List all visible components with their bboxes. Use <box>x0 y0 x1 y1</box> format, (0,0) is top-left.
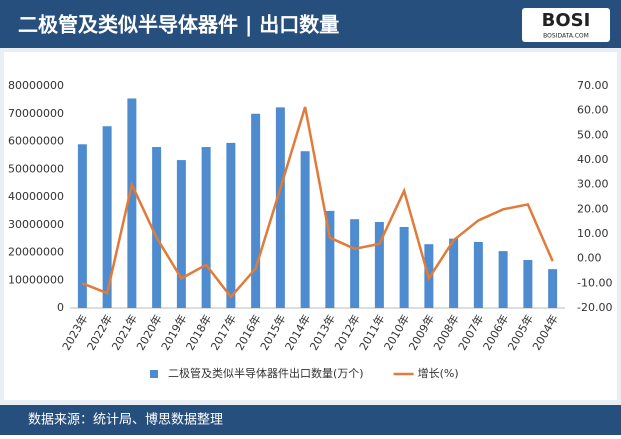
footer <box>0 405 621 435</box>
y2-tick-label: -10.00 <box>577 276 612 289</box>
y2-tick-label: 0.00 <box>577 252 602 265</box>
bar <box>498 251 508 308</box>
bar <box>449 238 459 308</box>
y2-tick-label: 70.00 <box>577 79 609 92</box>
bar <box>176 160 186 308</box>
logo: BOSI <box>542 10 591 31</box>
y-tick-label: 0 <box>57 301 64 314</box>
y2-tick-label: 40.00 <box>577 153 609 166</box>
header <box>0 0 621 48</box>
bar <box>127 98 137 308</box>
bar <box>399 226 409 308</box>
bar <box>251 113 261 308</box>
chart-title: 二极管及类似半导体器件 | 出口数量 <box>18 13 339 37</box>
y-tick-label: 80000000 <box>8 79 64 92</box>
y2-tick-label: -20.00 <box>577 301 612 314</box>
y2-tick-label: 20.00 <box>577 202 609 215</box>
y-tick-label: 60000000 <box>8 135 64 148</box>
y2-tick-label: 50.00 <box>577 128 609 141</box>
y-tick-label: 10000000 <box>8 273 64 286</box>
bar <box>300 151 310 308</box>
y-tick-label: 70000000 <box>8 107 64 120</box>
y2-tick-label: 60.00 <box>577 104 609 117</box>
legend-label: 二极管及类似半导体器件出口数量(万个) <box>168 366 364 380</box>
y2-tick-label: 10.00 <box>577 227 609 240</box>
bar <box>77 144 87 308</box>
bar <box>523 259 533 308</box>
line <box>81 106 554 299</box>
bar <box>374 221 384 308</box>
bar <box>226 142 236 308</box>
bar <box>350 219 360 308</box>
y2-tick-label: 30.00 <box>577 178 609 191</box>
logo-sub: BOSIDATA.COM <box>543 33 589 40</box>
legend-swatch <box>150 370 158 378</box>
bar <box>275 107 285 309</box>
bar <box>473 241 483 308</box>
legend-label: 增长(%) <box>418 366 459 380</box>
y-tick-label: 30000000 <box>8 218 64 231</box>
bar <box>548 269 558 308</box>
bar <box>102 126 112 308</box>
bar <box>152 147 162 308</box>
bar <box>325 210 335 308</box>
bar <box>201 147 211 308</box>
y-tick-label: 40000000 <box>8 190 64 203</box>
y-tick-label: 50000000 <box>8 162 64 175</box>
y-tick-label: 20000000 <box>8 246 64 259</box>
source: 数据来源：统计局、博思数据整理 <box>28 413 223 428</box>
logo-box <box>522 8 610 42</box>
